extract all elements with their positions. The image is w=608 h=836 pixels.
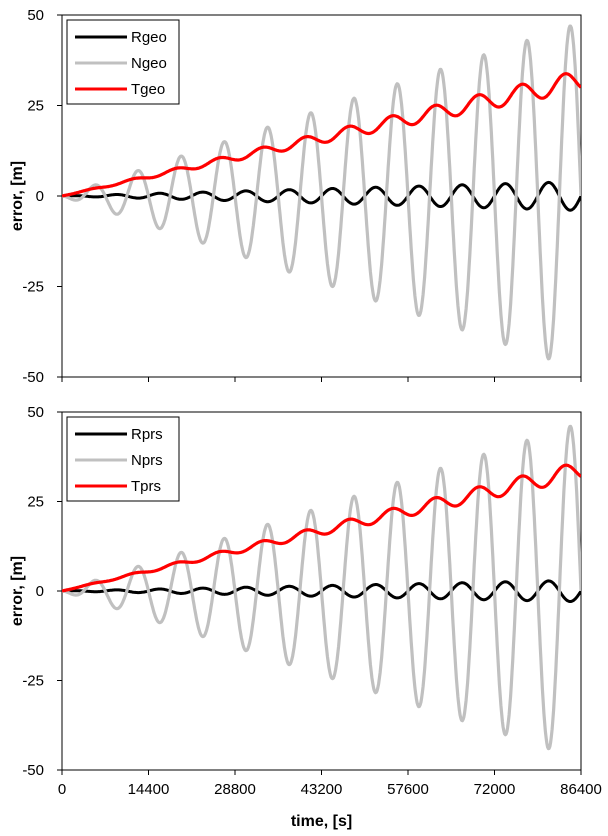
x-tick-label: 57600 xyxy=(387,781,429,798)
series-line-nprs xyxy=(62,424,581,751)
legend-label: Rprs xyxy=(131,426,163,443)
y-tick-label: 0 xyxy=(36,188,44,205)
x-tick-label: 72000 xyxy=(474,781,516,798)
y-tick-label: -25 xyxy=(22,279,44,296)
legend-label: Ngeo xyxy=(131,55,167,72)
series-line-ngeo xyxy=(62,24,581,361)
y-tick-label: 0 xyxy=(36,583,44,600)
x-tick-label: 28800 xyxy=(214,781,256,798)
y-tick-label: -50 xyxy=(22,369,44,386)
series-line-tgeo xyxy=(62,72,581,198)
legend-label: Tgeo xyxy=(131,81,165,98)
legend-label: Nprs xyxy=(131,452,163,469)
y-tick-label: -50 xyxy=(22,762,44,779)
x-axis-label: time, [s] xyxy=(291,813,352,830)
y-axis-label: error, [m] xyxy=(9,556,26,626)
y-tick-label: -25 xyxy=(22,673,44,690)
x-tick-label: 43200 xyxy=(301,781,343,798)
x-tick-label: 86400 xyxy=(560,781,602,798)
y-tick-label: 25 xyxy=(27,98,44,115)
x-tick-label: 14400 xyxy=(128,781,170,798)
y-axis-label: error, [m] xyxy=(9,161,26,231)
chart-panel-1: -50 -25 0 25 50 error, [m] Rgeo Ngeo Tgeo xyxy=(9,7,582,386)
legend: Rgeo Ngeo Tgeo xyxy=(66,19,180,105)
legend-label: Rgeo xyxy=(131,29,167,46)
y-tick-label: 50 xyxy=(27,7,44,24)
chart-panel-2: -50 -25 0 25 50 0 14400 28800 43200 57600 72000 864… xyxy=(9,404,602,830)
y-tick-label: 25 xyxy=(27,494,44,511)
legend-label: Tprs xyxy=(131,478,161,495)
x-tick-label: 0 xyxy=(58,781,66,798)
y-tick-label: 50 xyxy=(27,404,44,421)
legend: Rprs Nprs Tprs xyxy=(66,416,180,502)
series-line-tprs xyxy=(62,463,581,593)
